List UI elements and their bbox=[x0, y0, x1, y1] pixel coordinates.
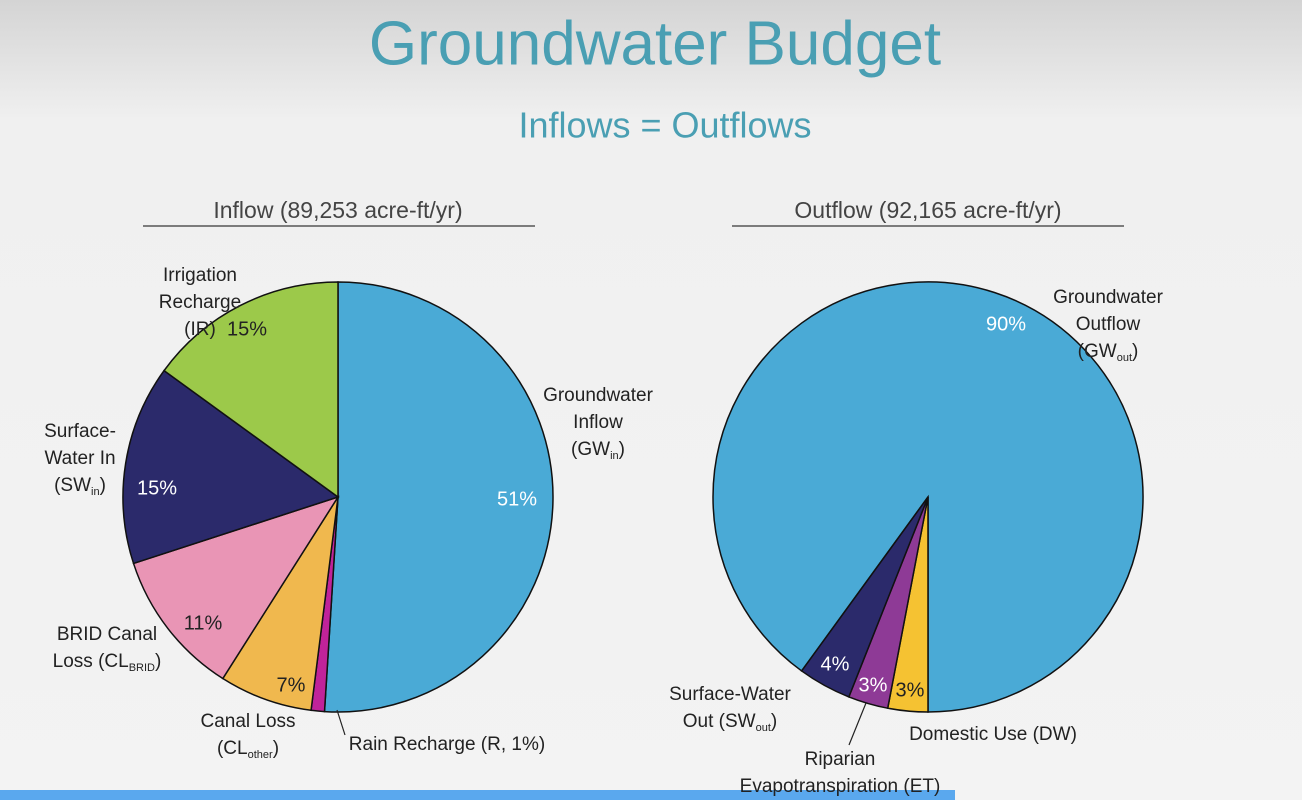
value-label: 15% bbox=[227, 318, 267, 340]
value-label: 3% bbox=[859, 674, 888, 696]
pie-slice bbox=[122, 369, 340, 565]
slice-label-text: (GW bbox=[571, 439, 610, 460]
slice-label: Domestic Use (DW) bbox=[909, 724, 1077, 745]
slice-label-end: ) bbox=[1132, 341, 1138, 362]
slide-subtitle: Inflows = Outflows bbox=[518, 105, 811, 146]
slice-label-text: (SW bbox=[54, 475, 91, 496]
value-label: 51% bbox=[497, 488, 537, 510]
slice-label-end: ) bbox=[155, 651, 161, 672]
slice-label-sub: BRID bbox=[129, 662, 155, 674]
slice-label: Outflow bbox=[1076, 314, 1141, 335]
slice-label: (CLother) bbox=[217, 738, 279, 761]
value-label: 11% bbox=[184, 612, 223, 634]
slice-label-end: ) bbox=[619, 439, 625, 460]
value-label: 7% bbox=[277, 674, 306, 696]
slice-label: Riparian bbox=[805, 749, 876, 770]
value-label: 90% bbox=[986, 313, 1026, 335]
slice-label: Groundwater bbox=[543, 385, 654, 406]
leader-line bbox=[848, 702, 867, 746]
slice-label-end: ) bbox=[100, 475, 106, 496]
slice-label-sub: out bbox=[1117, 352, 1132, 364]
slice-label-end: ) bbox=[273, 738, 279, 759]
slice-label: Loss (CLBRID) bbox=[53, 651, 162, 674]
slice-label-text: Loss (CL bbox=[53, 651, 129, 672]
slice-label-sub: in bbox=[91, 486, 100, 498]
slice-label: (IR) bbox=[184, 319, 216, 340]
value-label: 3% bbox=[896, 679, 925, 701]
slice-label: BRID Canal bbox=[57, 624, 157, 645]
progress-bar bbox=[0, 790, 955, 800]
slice-label: (SWin) bbox=[54, 475, 106, 498]
slide-title: Groundwater Budget bbox=[369, 9, 941, 78]
slice-label: Evapotranspiration (ET) bbox=[740, 776, 941, 797]
pie-slice bbox=[163, 281, 339, 499]
slice-label: Recharge bbox=[159, 292, 241, 313]
slice-label: (GWout) bbox=[1078, 341, 1139, 364]
slice-label: Irrigation bbox=[163, 265, 237, 286]
pie-slice bbox=[800, 496, 929, 698]
slice-label-text: (GW bbox=[1078, 341, 1117, 362]
slice-label: Groundwater bbox=[1053, 287, 1164, 308]
slice-label-text: Out (SW bbox=[683, 711, 756, 732]
value-label: 4% bbox=[821, 653, 850, 675]
slice-label: Out (SWout) bbox=[683, 711, 777, 734]
slice-label-end: ) bbox=[771, 711, 777, 732]
chart-title: Outflow (92,165 acre-ft/yr) bbox=[794, 197, 1061, 223]
chart-title: Inflow (89,253 acre-ft/yr) bbox=[213, 197, 462, 223]
slice-label-sub: other bbox=[248, 749, 273, 761]
pie-slice bbox=[132, 495, 340, 680]
value-label: 15% bbox=[137, 477, 177, 499]
leader-line bbox=[336, 709, 346, 736]
slice-label-sub: in bbox=[610, 450, 619, 462]
slice-label: Canal Loss bbox=[200, 711, 295, 732]
slice-label-sub: out bbox=[756, 722, 771, 734]
slice-label: Inflow bbox=[573, 412, 623, 433]
slice-label-text: (CL bbox=[217, 738, 248, 759]
slice-label: Rain Recharge (R, 1%) bbox=[349, 734, 545, 755]
slice-label: Water In bbox=[44, 448, 115, 469]
slice-label: Surface- bbox=[44, 421, 116, 442]
slice-label: (GWin) bbox=[571, 439, 625, 462]
slice-label: Surface-Water bbox=[669, 684, 791, 705]
pie-slice bbox=[323, 281, 554, 713]
